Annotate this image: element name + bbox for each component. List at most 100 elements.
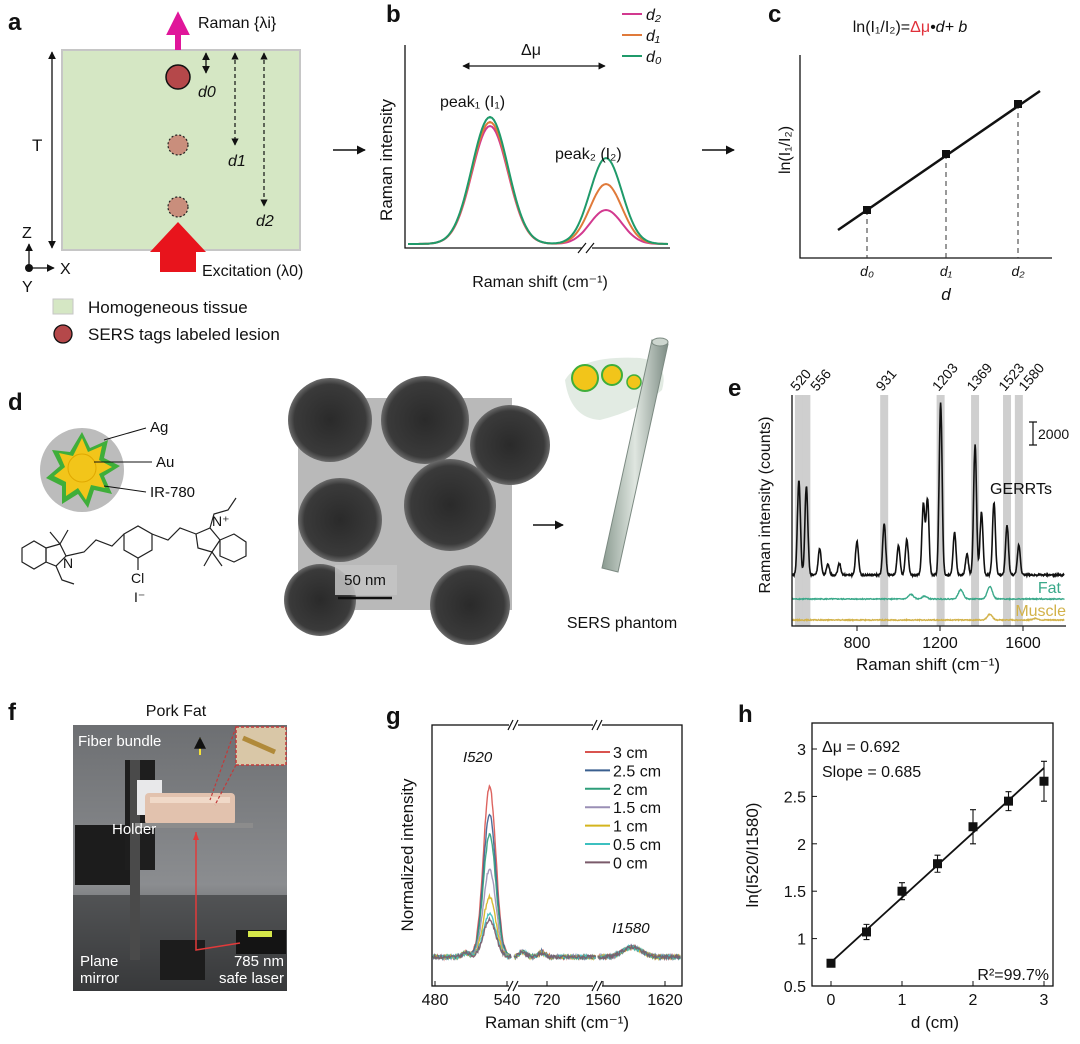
legend-entry: 2 cm — [613, 782, 648, 799]
legend-lesion: SERS tags labeled lesion — [88, 325, 280, 344]
y-tick-label: 3 — [797, 742, 806, 759]
annotation-slope: Slope = 0.685 — [822, 764, 921, 781]
legend-entry: 1.5 cm — [613, 800, 661, 817]
legend-g: 3 cm2.5 cm 2 cm1.5 cm 1 cm0.5 cm0 cm — [585, 745, 661, 872]
x-tick-label: 1620 — [647, 992, 683, 1009]
delta-mu-label: Δμ — [521, 42, 541, 59]
chem-cl: Cl — [131, 570, 144, 586]
label-plane-mirror: Plane mirror — [80, 953, 119, 987]
highlight-bands — [794, 395, 1023, 626]
curve-d0 — [408, 115, 669, 245]
series-label-muscle: Muscle — [1015, 603, 1066, 620]
lesion-d1 — [167, 134, 189, 156]
ticks-h: 0.5 1 1.5 2 2.5 3 0 1 2 3 — [784, 742, 1049, 1009]
b-ylabel: Raman intensity — [377, 99, 396, 221]
equation: ln(I₁/I₂)=Δμ•d+ b — [853, 19, 968, 36]
chem-iodide: I⁻ — [134, 589, 145, 605]
nanoparticle-illustration — [40, 428, 124, 512]
legend-d1: d₁ — [646, 28, 660, 45]
dashed-guides-c — [866, 104, 1019, 258]
x-tick-label: 480 — [422, 992, 449, 1009]
panel-a: a Raman {λi} Excitation (λ0) T d0 d1 d2 … — [8, 9, 303, 344]
x-tick-label: 0 — [827, 992, 836, 1009]
lesion-d0 — [165, 64, 191, 90]
d2-label: d2 — [256, 213, 274, 230]
tem-image: 50 nm — [284, 376, 550, 645]
point-d0 — [863, 206, 871, 214]
data-point — [1039, 776, 1049, 786]
scale-bar-e — [1029, 421, 1037, 446]
x-tick-label: 2 — [969, 992, 978, 1009]
x-tick-label: 720 — [534, 992, 561, 1009]
g-xlabel: Raman shift (cm⁻¹) — [485, 1013, 629, 1032]
legend-d2: d₂ — [646, 7, 661, 24]
label-holder: Holder — [112, 821, 156, 838]
highlight-band — [1003, 395, 1012, 626]
band-label: 1203 — [929, 360, 961, 394]
axes-b — [404, 45, 670, 249]
layer-ag: Ag — [150, 419, 168, 436]
series-fat — [791, 585, 1065, 601]
legend-d0: d₀ — [646, 49, 662, 66]
h-xlabel: d (cm) — [911, 1013, 959, 1032]
x-ticks-g: 480 540 720 1560 1620 — [422, 981, 683, 1009]
phantom-label: SERS phantom — [567, 615, 677, 632]
highlight-band — [794, 395, 803, 626]
data-marks-h — [826, 760, 1049, 968]
label-laser: 785 nm safe laser — [219, 953, 284, 987]
band-label: 556 — [807, 366, 834, 394]
axes-c — [799, 55, 1052, 259]
y-tick-label: 0.5 — [784, 979, 806, 996]
raman-arrow-icon — [166, 11, 190, 50]
y-tick-label: 1 — [797, 932, 806, 949]
tick-d0: d₀ — [860, 263, 874, 279]
spectra-g — [432, 784, 681, 962]
excitation-arrow-icon — [150, 222, 206, 272]
legend-entry: 3 cm — [613, 745, 648, 762]
ir780-chemical-structure — [21, 497, 247, 585]
label-fiber-bundle: Fiber bundle — [78, 733, 161, 750]
axis-z: Z — [22, 225, 32, 242]
series-0cm — [597, 944, 681, 962]
panel-label-e: e — [728, 375, 741, 402]
panel-f: f Pork Fat Fiber bundle Holder Plane mirr… — [8, 699, 287, 991]
x-tick-label: 3 — [1040, 992, 1049, 1009]
panel-c: c ln(I₁/I₂)=Δμ•d+ b d₀ d₁ d₂ d ln(I₁/I₂) — [768, 1, 1052, 304]
axes-box-g — [431, 724, 683, 987]
x-tick-label: 1200 — [922, 635, 958, 652]
panel-label-f: f — [8, 699, 17, 726]
series-gerrts — [791, 402, 1065, 579]
curve-d2 — [408, 124, 668, 245]
highlight-band — [880, 395, 889, 626]
lesion-d2 — [167, 196, 189, 218]
raman-label: Raman {λi} — [198, 15, 277, 32]
tick-d1: d₁ — [940, 263, 953, 279]
band-label: 1369 — [963, 360, 995, 394]
data-point — [968, 822, 978, 832]
panel-label-d: d — [8, 389, 23, 416]
y-tick-label: 2 — [797, 837, 806, 854]
axes-e — [791, 395, 1066, 627]
legend-entry: 0 cm — [613, 855, 648, 872]
panel-label-c: c — [768, 1, 781, 28]
panel-h: h 0.5 1 1.5 2 2.5 3 0 1 2 3 Δμ = 0.692 Slope = 0.… — [738, 701, 1054, 1032]
x-tick-label: 1600 — [1005, 635, 1041, 652]
excitation-label: Excitation (λ0) — [202, 263, 303, 280]
legend-entry: 2.5 cm — [613, 763, 661, 780]
d1-label: d1 — [228, 153, 246, 170]
point-d1 — [942, 150, 950, 158]
x-tick-label: 540 — [494, 992, 521, 1009]
y-tick-label: 2.5 — [784, 789, 806, 806]
g-ylabel: Normalized intensity — [398, 778, 417, 932]
annotation-r2: R²=99.7% — [977, 967, 1049, 984]
peak-label-1580: I1580 — [612, 920, 650, 937]
panel-label-g: g — [386, 703, 401, 730]
sers-phantom-illustration — [565, 337, 669, 573]
scale-bar-label: 50 nm — [344, 572, 386, 589]
highlight-band — [971, 395, 980, 626]
highlight-band — [1014, 395, 1023, 626]
